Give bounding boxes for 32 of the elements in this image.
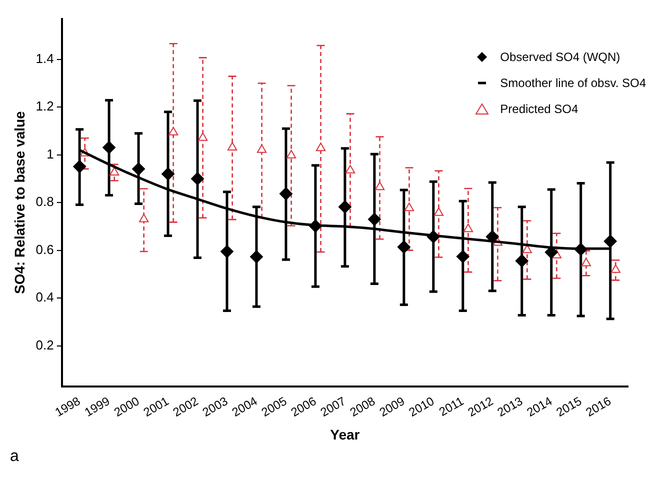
- y-tick-label: 1.2: [36, 98, 54, 114]
- x-tick-label: 2013: [494, 394, 526, 420]
- x-tick-label: 2007: [318, 394, 348, 420]
- x-tick-label: 2012: [465, 394, 496, 420]
- y-tick-label: 1.4: [36, 50, 54, 66]
- x-tick-label: 2000: [112, 394, 142, 420]
- legend-label: Observed SO4 (WQN): [500, 50, 620, 64]
- x-tick-label: 2015: [554, 394, 584, 420]
- y-tick-label: 0.8: [36, 194, 54, 210]
- x-tick-label: 1998: [52, 394, 83, 420]
- x-tick-label: 2011: [436, 394, 466, 419]
- y-tick-label: 0.4: [36, 290, 54, 305]
- x-tick-label: 2010: [406, 394, 437, 420]
- x-tick-label: 2001: [141, 394, 172, 420]
- y-tick-label: 1: [46, 146, 54, 162]
- y-axis-title: SO4: Relative to base value: [11, 110, 28, 294]
- x-tick-label: 2005: [258, 394, 290, 420]
- x-tick-label: 2002: [170, 394, 201, 420]
- x-tick-label: 2009: [376, 394, 408, 420]
- x-tick-label: 2016: [583, 394, 614, 420]
- x-tick-label: 2014: [524, 394, 555, 420]
- text: a: [10, 448, 19, 466]
- legend-label: Predicted SO4: [500, 102, 578, 116]
- x-tick-label: 2003: [200, 394, 230, 420]
- x-tick-label: 2004: [230, 394, 260, 420]
- y-tick-label: 0.6: [36, 242, 54, 257]
- legend-label: Smoother line of obsv. SO4: [500, 76, 646, 90]
- x-tick-label: 2006: [288, 394, 319, 420]
- y-tick-label: 0.2: [36, 337, 54, 352]
- x-axis-title: Year: [330, 426, 360, 442]
- x-tick-label: 2008: [347, 394, 378, 420]
- x-tick-label: 1999: [82, 394, 112, 420]
